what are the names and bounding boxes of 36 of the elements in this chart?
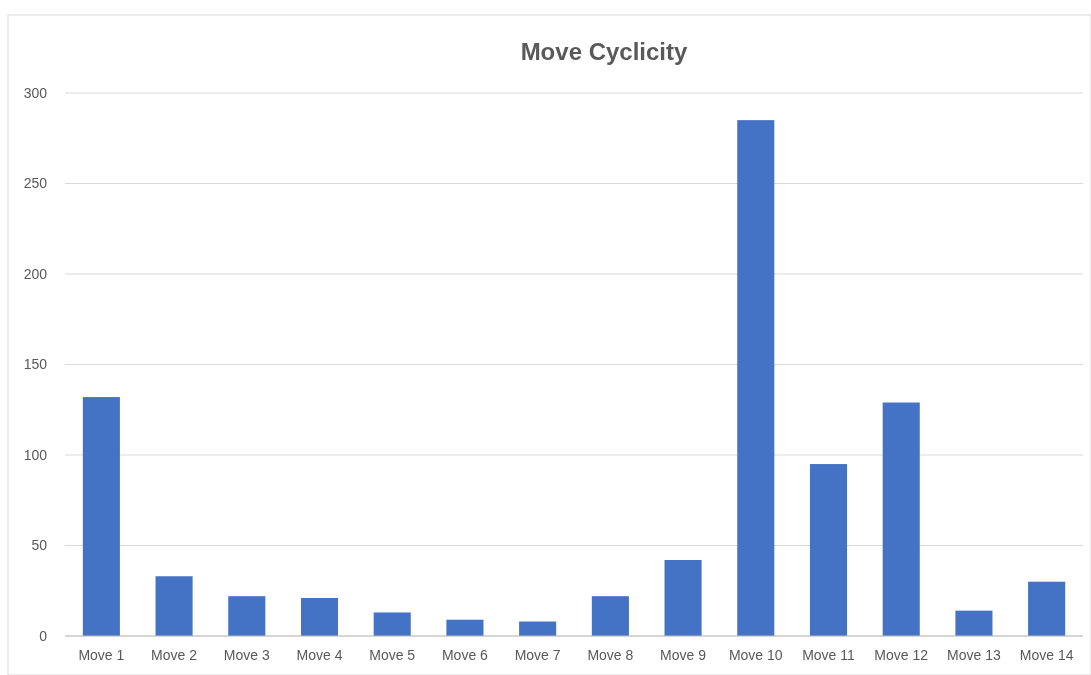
- bar: [300, 597, 339, 636]
- y-tick-label: 100: [23, 446, 48, 463]
- y-tick-label: 300: [23, 84, 48, 101]
- y-tick-label: 150: [23, 356, 48, 373]
- bar: [446, 619, 484, 636]
- y-tick-label: 50: [31, 537, 48, 554]
- x-tick-label: Move 12: [874, 647, 929, 663]
- x-tick-label: Move 13: [947, 647, 1001, 663]
- x-tick-label: Move 9: [660, 647, 707, 663]
- bar: [1028, 581, 1066, 636]
- x-tick-label: Move 11: [802, 647, 856, 663]
- bar: [809, 464, 848, 636]
- x-tick-label: Move 7: [514, 647, 561, 663]
- x-tick-label: Move 8: [587, 647, 634, 663]
- x-tick-label: Move 1: [78, 647, 125, 663]
- x-tick-label: Move 6: [441, 647, 489, 663]
- bar: [591, 596, 629, 636]
- x-tick-label: Move 5: [369, 647, 416, 663]
- y-tick-label: 200: [23, 265, 48, 282]
- bar: [955, 610, 993, 636]
- x-tick-label: Move 4: [296, 647, 343, 663]
- bar: [155, 576, 193, 636]
- bar: [519, 621, 557, 636]
- bar: [82, 397, 120, 636]
- x-tick-label: Move 2: [151, 647, 198, 663]
- x-tick-label: Move 14: [1019, 647, 1074, 663]
- bar: [737, 120, 775, 636]
- bar: [664, 559, 702, 636]
- x-tick-label: Move 3: [223, 647, 270, 663]
- chart-title: Move Cyclicity: [520, 38, 689, 65]
- y-tick-label: 250: [23, 175, 48, 192]
- bar: [373, 612, 411, 636]
- x-tick-label: Move 10: [728, 647, 783, 663]
- y-tick-label: 0: [39, 627, 48, 644]
- bar: [228, 596, 266, 636]
- bar: [882, 402, 920, 636]
